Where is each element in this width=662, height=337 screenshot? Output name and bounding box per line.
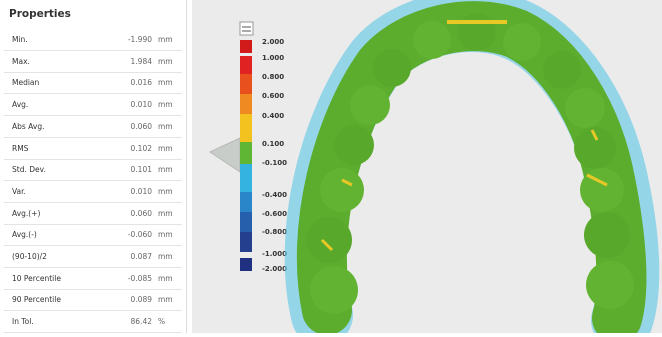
property-unit: mm — [158, 252, 173, 261]
panel-title: Properties — [9, 8, 71, 20]
property-value: 0.102 — [131, 144, 152, 153]
property-label: Std. Dev. — [12, 165, 46, 174]
scale-label: 0.400 — [262, 112, 284, 120]
property-unit: mm — [158, 57, 173, 66]
property-value: 86.42 — [131, 317, 152, 326]
scale-label: -2.000 — [262, 265, 287, 273]
property-unit: mm — [158, 35, 173, 44]
property-row: Max. 1.984 mm — [4, 51, 182, 73]
property-label: Var. — [12, 187, 26, 196]
scene: 2.000 1.000 0.800 0.600 0.400 0.100 -0.100 -0.4… — [192, 0, 662, 333]
property-value: 0.060 — [131, 209, 152, 218]
screen: Properties Min.-1.990mmMax.1.984mmMedian… — [0, 0, 662, 333]
property-row: (90-10)/2 0.087 mm — [4, 246, 182, 268]
property-label: Abs Avg. — [12, 122, 44, 131]
property-row: Std. Dev. 0.101 mm — [4, 159, 182, 181]
scale-label: 0.100 — [262, 140, 284, 148]
scale-label: 0.600 — [262, 92, 284, 100]
property-label: Avg. — [12, 100, 28, 109]
property-label: Avg.(-) — [12, 230, 37, 239]
scale-label: -0.400 — [262, 191, 287, 199]
scale-labels: 2.000 1.000 0.800 0.600 0.400 0.100 -0.100 -0.4… — [262, 38, 287, 273]
property-label: (90-10)/2 — [12, 252, 47, 261]
scale-label: 0.800 — [262, 73, 284, 81]
property-row: In Tol. 86.42% — [4, 311, 182, 333]
property-label: RMS — [12, 144, 28, 153]
property-unit: mm — [158, 122, 173, 131]
property-row: Abs Avg. 0.060 mm — [4, 116, 182, 138]
property-value: -0.060 — [128, 230, 152, 239]
property-label: Avg.(+) — [12, 209, 40, 218]
scale-label: -0.600 — [262, 210, 287, 218]
property-value: 0.010 — [131, 187, 152, 196]
property-value: 0.016 — [131, 78, 152, 87]
property-row: Median 0.016 mm — [4, 72, 182, 94]
property-row: Avg. 0.010 mm — [4, 94, 182, 116]
property-value: 0.089 — [131, 295, 152, 304]
property-value: 0.101 — [131, 165, 152, 174]
property-row: 10 Percentile -0.085 mm — [4, 268, 182, 290]
property-value: 0.087 — [131, 252, 152, 261]
property-row: RMS 0.102 mm — [4, 138, 182, 160]
color-bar — [240, 40, 252, 271]
property-row: Min. -1.990 mm — [4, 29, 182, 51]
property-label: In Tol. — [12, 317, 34, 326]
property-unit: mm — [158, 230, 173, 239]
property-value: -1.990 — [128, 35, 152, 44]
property-label: Max. — [12, 57, 30, 66]
scale-label: 1.000 — [262, 54, 284, 62]
property-label: Min. — [12, 35, 28, 44]
scale-label: -1.000 — [262, 250, 287, 258]
property-label: Median — [12, 78, 39, 87]
scale-label: -0.800 — [262, 228, 287, 236]
property-row: Avg.(+) 0.060 mm — [4, 203, 182, 225]
property-row: 90 Percentile 0.089 mm — [4, 289, 182, 311]
viewport: 2.000 1.000 0.800 0.600 0.400 0.100 -0.100 -0.4… — [192, 0, 662, 333]
property-unit: mm — [158, 100, 173, 109]
property-label: 90 Percentile — [12, 295, 61, 304]
scale-label: -0.100 — [262, 159, 287, 167]
property-row: Var. 0.010 mm — [4, 181, 182, 203]
property-value: -0.085 — [128, 274, 152, 283]
property-unit: mm — [158, 295, 173, 304]
property-unit: mm — [158, 78, 173, 87]
property-row: Avg.(-) -0.060 mm — [4, 224, 182, 246]
scale-label: 2.000 — [262, 38, 284, 46]
property-value: 0.010 — [131, 100, 152, 109]
dental-arch — [306, 13, 634, 320]
property-value: 0.060 — [131, 122, 152, 131]
histogram — [210, 138, 240, 172]
property-unit: mm — [158, 274, 173, 283]
scale-settings-icon[interactable] — [240, 22, 253, 35]
property-label: 10 Percentile — [12, 274, 61, 283]
property-unit: mm — [158, 209, 173, 218]
property-unit: mm — [158, 187, 173, 196]
property-unit: % — [158, 317, 165, 326]
property-unit: mm — [158, 165, 173, 174]
property-unit: mm — [158, 144, 173, 153]
property-value: 1.984 — [131, 57, 152, 66]
